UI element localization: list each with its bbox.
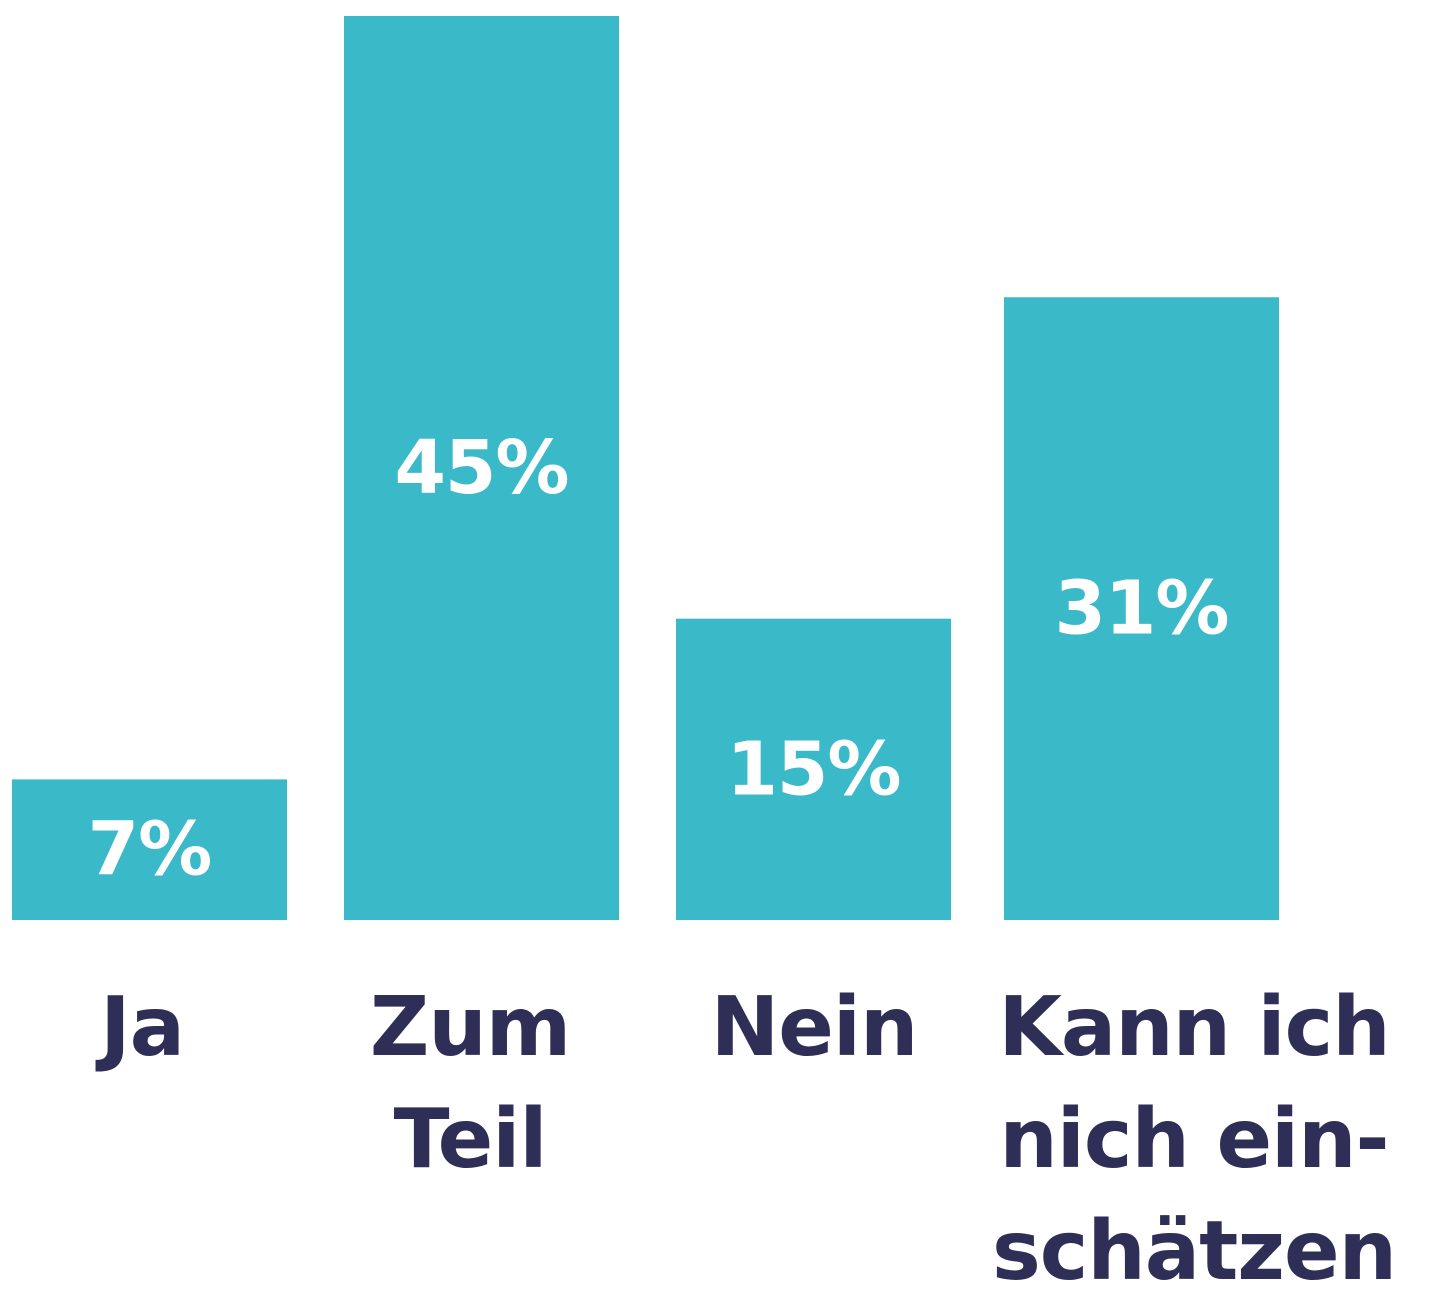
category-label-nein: Nein	[711, 980, 918, 1075]
bar-ja	[12, 779, 287, 920]
value-labels-group: 7% 45% 15% 31%	[88, 425, 1230, 893]
category-label-ja: Ja	[95, 980, 184, 1075]
category-labels-group: Ja Zum Teil Nein Kann ich nich ein-schätzen	[95, 980, 1397, 1299]
category-label-line: Nein	[711, 980, 918, 1075]
category-label-line: Ja	[95, 980, 184, 1075]
value-label-nein: 15%	[726, 726, 900, 812]
bar-kann-ich-nich-ein-schätzen	[1004, 297, 1279, 920]
value-label-ja: 7%	[88, 807, 212, 893]
category-label-line: Zum	[370, 980, 570, 1075]
bar-nein	[676, 618, 951, 920]
category-label-line: Teil	[394, 1092, 547, 1187]
category-label-zum-teil: Zum Teil	[370, 980, 570, 1187]
category-label-line: nich ein-	[999, 1092, 1388, 1187]
bar-zum-teil	[344, 16, 619, 920]
value-label-zum-teil: 45%	[394, 425, 568, 511]
category-label-kann-ich-nich-ein-schätzen: Kann ich nich ein-schätzen	[992, 980, 1396, 1299]
category-label-line: schätzen	[992, 1204, 1396, 1299]
value-label-kann-ich-nich-ein-schätzen: 31%	[1054, 566, 1228, 652]
category-label-line: Kann ich	[998, 980, 1389, 1075]
bars-group	[12, 16, 1279, 920]
